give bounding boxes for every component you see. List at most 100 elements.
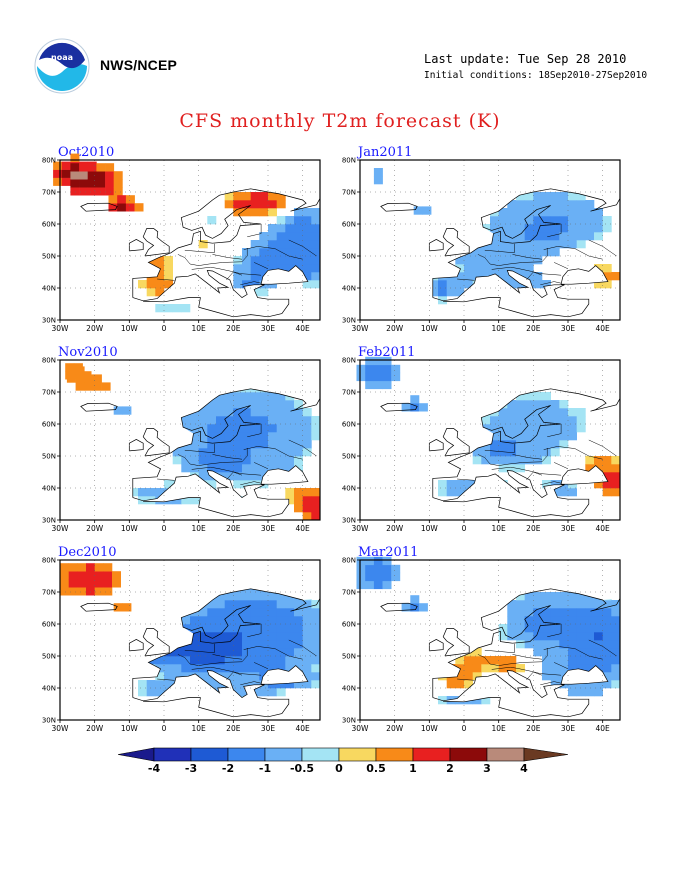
lon-tick-label: 10W xyxy=(421,324,439,333)
anomaly-cell xyxy=(216,456,225,465)
anomaly-cell xyxy=(490,216,499,225)
anomaly-cell xyxy=(242,256,251,265)
anomaly-cell xyxy=(250,672,260,681)
anomaly-cell xyxy=(542,232,551,241)
anomaly-cell xyxy=(108,195,118,204)
anomaly-cell xyxy=(268,192,277,201)
anomaly-cell xyxy=(138,280,147,289)
anomaly-cell xyxy=(250,656,260,665)
anomaly-cell xyxy=(455,680,465,689)
country-border xyxy=(226,271,243,281)
anomaly-cell xyxy=(250,408,260,417)
anomaly-cell xyxy=(507,600,517,609)
anomaly-cell xyxy=(285,664,295,673)
anomaly-cell xyxy=(61,161,71,170)
anomaly-cell xyxy=(250,192,260,201)
anomaly-cell xyxy=(507,424,517,433)
anomaly-cell xyxy=(294,624,303,633)
anomaly-cell xyxy=(233,600,243,609)
lat-tick-label: 40N xyxy=(42,285,56,293)
anomaly-cell xyxy=(311,608,321,617)
country-border xyxy=(253,662,269,670)
anomaly-cell xyxy=(155,288,165,297)
anomaly-cell xyxy=(259,456,269,465)
anomaly-cell xyxy=(602,600,612,609)
anomaly-cell xyxy=(224,656,234,665)
anomaly-cell xyxy=(250,608,260,617)
anomaly-cell xyxy=(181,664,191,673)
coastline xyxy=(260,465,309,485)
anomaly-cell xyxy=(533,592,543,601)
anomaly-cell xyxy=(602,608,612,617)
anomaly-cell xyxy=(507,224,517,233)
anomaly-cell xyxy=(77,563,87,572)
anomaly-cell xyxy=(268,400,277,409)
initial-conditions-text: Initial conditions: 18Sep2010-27Sep2010 xyxy=(424,70,648,81)
colorbar-swatch xyxy=(153,747,192,762)
anomaly-cell xyxy=(285,456,295,465)
anomaly-cell xyxy=(611,456,621,465)
anomaly-cell xyxy=(524,272,534,281)
anomaly-cell xyxy=(224,608,234,617)
anomaly-cell xyxy=(455,272,465,281)
black-sea-mask xyxy=(261,465,308,485)
lon-tick-label: 40E xyxy=(296,524,311,533)
anomaly-cell xyxy=(224,616,234,625)
lat-tick-label: 80N xyxy=(42,157,56,165)
anomaly-cell xyxy=(302,488,312,497)
anomaly-cell xyxy=(250,448,260,457)
anomaly-cell xyxy=(438,488,447,497)
anomaly-cell xyxy=(490,656,499,665)
mediterranean-mask xyxy=(132,470,289,517)
anomaly-cell xyxy=(507,216,517,225)
anomaly-cell xyxy=(268,408,277,417)
anomaly-cell xyxy=(105,179,115,188)
anomaly-cell xyxy=(498,224,508,233)
anomaly-cell xyxy=(190,464,199,473)
anomaly-cell xyxy=(611,472,621,481)
anomaly-cell xyxy=(94,587,104,596)
anomaly-cell xyxy=(498,232,508,241)
anomaly-cell xyxy=(294,400,303,409)
anomaly-cell xyxy=(224,472,234,481)
anomaly-cell xyxy=(198,624,208,633)
country-border xyxy=(240,681,262,686)
anomaly-cell xyxy=(242,424,251,433)
anomaly-cell xyxy=(438,280,447,289)
anomaly-cell xyxy=(259,624,269,633)
anomaly-cell xyxy=(207,416,217,425)
anomaly-cell xyxy=(585,456,595,465)
anomaly-cell xyxy=(259,600,269,609)
anomaly-cell xyxy=(550,624,560,633)
anomaly-cell xyxy=(568,632,577,641)
anomaly-cell xyxy=(113,179,123,188)
anomaly-cell xyxy=(207,400,217,409)
anomaly-cell xyxy=(276,592,286,601)
anomaly-cell xyxy=(250,624,260,633)
anomaly-cell xyxy=(285,400,295,409)
anomaly-cell xyxy=(524,456,534,465)
country-border xyxy=(547,424,562,438)
anomaly-cell xyxy=(524,224,534,233)
anomaly-cell xyxy=(516,664,525,673)
anomaly-cell xyxy=(68,579,78,588)
anomaly-cell xyxy=(356,556,366,566)
coastline xyxy=(432,188,621,298)
anomaly-cell xyxy=(490,456,499,465)
anomaly-cell xyxy=(498,272,508,281)
colorbar-label: -1 xyxy=(258,762,272,775)
anomaly-cell xyxy=(250,208,260,217)
lat-tick-label: 60N xyxy=(342,621,356,629)
lon-tick-label: 30W xyxy=(52,324,70,333)
anomaly-cell xyxy=(259,264,269,273)
anomaly-cell xyxy=(550,632,560,641)
anomaly-cell xyxy=(373,380,383,390)
country-border xyxy=(177,248,248,266)
anomaly-cell xyxy=(224,424,234,433)
coastline xyxy=(128,639,144,652)
anomaly-cell xyxy=(550,408,560,417)
anomaly-cell xyxy=(70,153,80,162)
anomaly-cell xyxy=(198,616,208,625)
anomaly-cell xyxy=(550,248,560,257)
country-border xyxy=(491,666,562,676)
